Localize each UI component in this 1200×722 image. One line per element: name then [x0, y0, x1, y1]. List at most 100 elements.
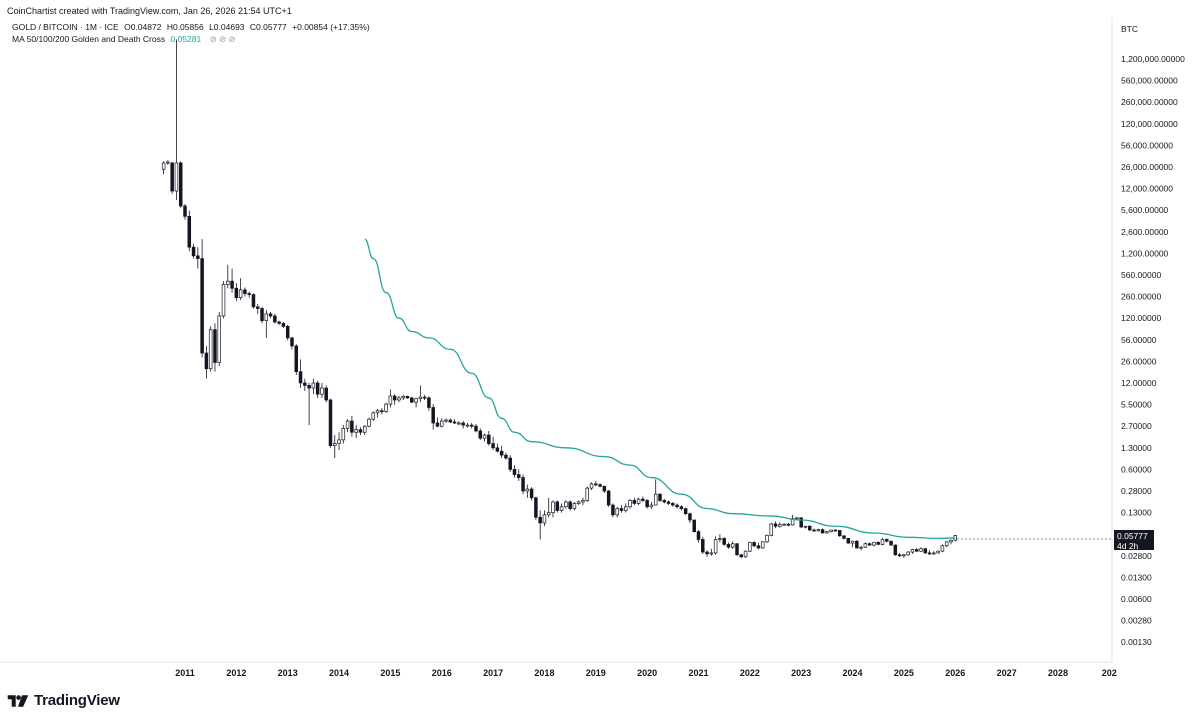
candle-body-up: [730, 543, 735, 548]
candle-body-up: [401, 396, 405, 399]
candle-body-down: [170, 162, 174, 192]
candle: [949, 539, 953, 545]
candle: [628, 499, 632, 509]
candle: [833, 529, 838, 532]
candle-body-up: [743, 550, 748, 558]
candle-body-up: [482, 434, 487, 439]
candle-body-down: [178, 162, 183, 207]
candle: [812, 528, 816, 532]
high-value: H0.05856: [166, 22, 204, 32]
candle: [435, 417, 440, 428]
candle: [525, 484, 530, 498]
candle: [850, 540, 855, 548]
candle-body-down: [247, 293, 251, 295]
candle: [816, 528, 821, 532]
candle: [499, 445, 504, 459]
time-axis[interactable]: 2011 2012 2013 2014 2015 2016 2017 2018 2019 2020…: [175, 668, 1117, 678]
price-axis-tick: 1,200.00000: [1121, 248, 1169, 258]
candle: [358, 427, 363, 436]
candle: [936, 550, 940, 554]
candle-body-up: [384, 403, 388, 412]
candle: [294, 344, 299, 375]
candle: [303, 378, 307, 391]
price-axis-tick: 0.60000: [1121, 464, 1152, 474]
candle: [559, 503, 564, 513]
candle: [405, 395, 410, 399]
price-axis-tick: 560,000.00000: [1121, 76, 1178, 86]
candle-body-down: [260, 308, 264, 322]
last-price-value: 0.05777: [1117, 531, 1148, 541]
candle: [238, 278, 243, 301]
bar-countdown: 4d 2h: [1117, 541, 1139, 551]
candle-body-up: [872, 542, 876, 546]
time-axis-tick: 2024: [843, 668, 863, 678]
candle: [679, 505, 684, 511]
candle: [290, 336, 294, 350]
candle: [572, 501, 577, 511]
candle: [636, 497, 641, 506]
candle-body-down: [495, 447, 500, 452]
time-axis-tick: 2016: [432, 668, 452, 678]
candle: [897, 552, 902, 557]
candle-body-up: [769, 523, 773, 536]
price-axis-tick: 0.00130: [1121, 637, 1152, 647]
candle-body-up: [388, 395, 393, 405]
candle: [726, 542, 731, 549]
candle: [914, 547, 919, 553]
candle-body-up: [713, 539, 718, 554]
candle-body-up: [816, 529, 821, 532]
indicator-name[interactable]: MA 50/100/200 Golden and Death Cross: [12, 34, 166, 44]
candle: [337, 432, 341, 451]
candle-body-up: [615, 508, 619, 516]
candle-body-down: [504, 454, 508, 459]
candle-body-down: [196, 255, 200, 259]
time-axis-tick: 202: [1102, 668, 1117, 678]
time-axis-tick: 2028: [1048, 668, 1068, 678]
candle-body-down: [273, 315, 277, 323]
candle-body-up: [944, 541, 949, 547]
candle-body-up: [354, 429, 358, 433]
candle-body-down: [855, 540, 859, 549]
candle: [919, 547, 923, 553]
candle-body-down: [671, 503, 675, 506]
candle-body-down: [324, 387, 328, 401]
candle-body-down: [285, 326, 290, 339]
candle-body-up: [444, 419, 448, 422]
candle-body-down: [529, 488, 534, 499]
price-axis-tick: 1,200,000.00000: [1121, 54, 1185, 64]
symbol-legend: GOLD / BITCOIN · 1M · ICE O0.04872 H0.05…: [12, 22, 373, 32]
candle: [611, 503, 615, 518]
candle-body-up: [226, 280, 230, 285]
candle-body-down: [756, 545, 761, 549]
time-axis-tick: 2025: [894, 668, 914, 678]
candle-body-down: [290, 337, 294, 347]
symbol-name[interactable]: GOLD / BITCOIN · 1M · ICE: [12, 22, 119, 32]
candle: [469, 423, 474, 429]
price-axis[interactable]: 1,200,000.00000 560,000.00000 260,000.0000…: [1121, 54, 1185, 647]
candle-body-down: [837, 530, 842, 537]
candle-body-down: [923, 548, 928, 554]
tradingview-logo[interactable]: TradingView: [7, 692, 120, 709]
candle-body-down: [914, 549, 919, 552]
candle: [855, 540, 859, 549]
candle-body-down: [876, 542, 880, 545]
candle: [688, 512, 692, 523]
candle-body-up: [760, 541, 765, 549]
candle: [217, 311, 221, 367]
candle-body-down: [722, 538, 726, 545]
candle-body-down: [735, 543, 739, 556]
candle: [487, 430, 491, 446]
candle-body-up: [589, 483, 594, 489]
candle: [709, 548, 714, 556]
candle-body-down: [230, 280, 234, 289]
candle-body-down: [739, 554, 744, 558]
candle-body-down: [619, 508, 624, 511]
time-axis-tick: 2021: [688, 668, 708, 678]
candle-body-down: [380, 410, 384, 413]
candle: [307, 383, 311, 426]
hidden-line-icon[interactable]: ⊘ ⊘ ⊘: [209, 34, 236, 44]
price-axis-tick: 260.00000: [1121, 292, 1161, 302]
candle-body-up: [919, 548, 923, 552]
candle: [594, 480, 598, 487]
